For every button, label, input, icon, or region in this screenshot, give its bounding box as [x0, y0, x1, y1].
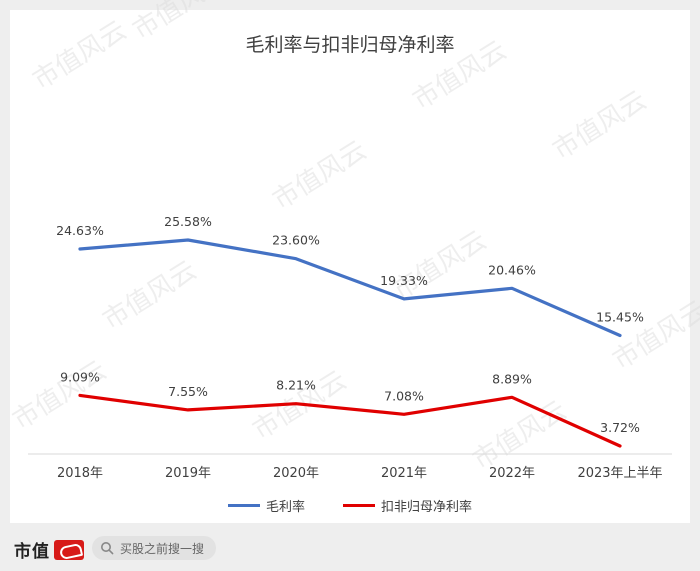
- chart-title: 毛利率与扣非归母净利率: [245, 34, 455, 56]
- brand[interactable]: 市值: [14, 537, 84, 562]
- data-label-net-margin: 3.72%: [600, 420, 640, 435]
- watermark-text: 市值风云: [28, 15, 132, 96]
- x-tick-label: 2022年: [489, 466, 535, 481]
- data-label-net-margin: 9.09%: [60, 369, 100, 384]
- brand-text: 市值: [14, 542, 50, 562]
- legend-swatch-net-margin: [343, 504, 375, 507]
- x-tick-label: 2019年: [165, 466, 211, 481]
- watermark-text: 市值风云: [8, 355, 112, 436]
- chart-card: [10, 10, 690, 523]
- search-pill[interactable]: 买股之前搜一搜: [92, 536, 216, 560]
- watermark-text: 市值风云: [468, 395, 572, 476]
- watermark-text: 市值风云: [128, 0, 232, 46]
- x-tick-label: 2018年: [57, 466, 103, 481]
- watermark-text: 市值风云: [408, 35, 512, 116]
- data-label-gross-margin: 15.45%: [596, 310, 644, 325]
- legend-label-gross-margin: 毛利率: [265, 500, 305, 515]
- legend-label-net-margin: 扣非归母净利率: [381, 500, 473, 515]
- legend-item-net-margin: 扣非归母净利率: [343, 496, 472, 515]
- data-label-net-margin: 8.21%: [276, 378, 316, 393]
- x-tick-label: 2021年: [381, 466, 427, 481]
- legend-swatch-gross-margin: [227, 504, 260, 507]
- watermark-text: 市值风云: [268, 135, 372, 216]
- legend-item-gross-margin: 毛利率: [227, 496, 305, 515]
- data-label-net-margin: 7.08%: [384, 388, 424, 403]
- data-label-gross-margin: 19.33%: [380, 273, 428, 288]
- x-tick-label: 2020年: [273, 466, 319, 481]
- chart-legend: 毛利率 扣非归母净利率: [0, 496, 700, 515]
- series-line-gross-margin: [78, 238, 622, 338]
- search-text: 买股之前搜一搜: [120, 541, 205, 556]
- search-icon: [101, 542, 114, 555]
- data-label-net-margin: 8.89%: [492, 371, 532, 386]
- data-label-net-margin: 7.55%: [168, 384, 208, 399]
- series-line-net-margin: [78, 393, 622, 448]
- x-tick-label: 2023年上半年: [577, 466, 662, 481]
- data-label-gross-margin: 20.46%: [488, 262, 536, 277]
- brand-logo-icon: [54, 539, 84, 560]
- watermark-text: 市值风云: [548, 85, 652, 166]
- data-label-gross-margin: 23.60%: [272, 233, 320, 248]
- data-label-gross-margin: 25.58%: [164, 214, 212, 229]
- data-label-gross-margin: 24.63%: [56, 223, 104, 238]
- watermark-text: 市值风云: [98, 255, 202, 336]
- watermark-text: 市值风云: [608, 295, 700, 376]
- footer-bar: 市值 买股之前搜一搜: [0, 523, 700, 571]
